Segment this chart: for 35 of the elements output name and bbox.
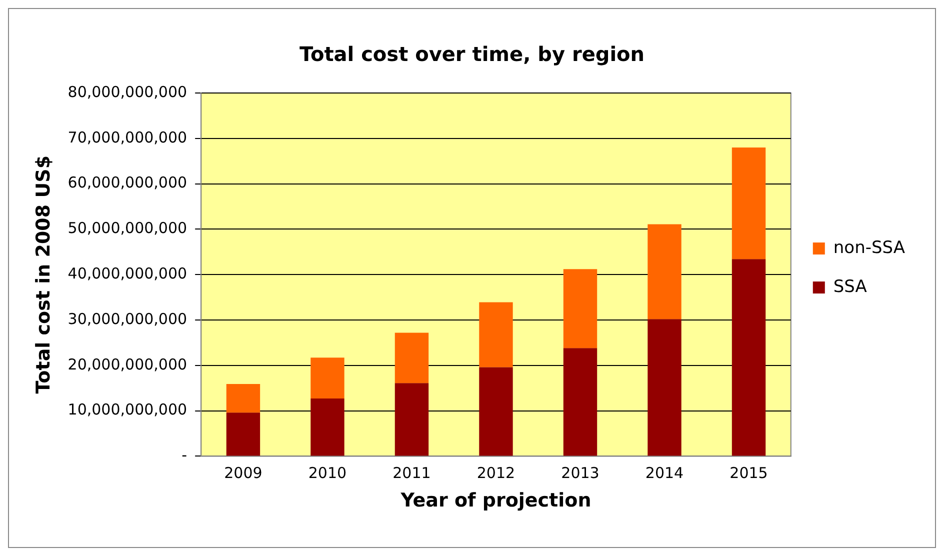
x-axis-title: Year of projection	[400, 490, 592, 512]
x-tick-label: 2011	[392, 464, 431, 482]
chart-title: Total cost over time, by region	[299, 42, 645, 66]
bar	[479, 302, 513, 368]
bar	[310, 358, 344, 399]
bar	[732, 259, 766, 456]
bar	[732, 147, 766, 260]
bar	[394, 383, 429, 456]
y-axis-title: Total cost in 2008 US$	[32, 155, 54, 394]
x-tick-label: 2012	[476, 464, 516, 482]
x-tick-label: 2013	[561, 464, 600, 482]
y-tick-label: 20,000,000,000	[68, 355, 188, 374]
y-tick-label: -	[182, 446, 188, 464]
y-tick-label: 60,000,000,000	[68, 174, 188, 192]
bar	[394, 332, 429, 384]
x-tick-label: 2015	[730, 464, 768, 482]
bar	[310, 398, 344, 456]
x-tick-label: 2009	[224, 464, 262, 482]
bar	[479, 367, 513, 456]
y-tick-label: 30,000,000,000	[68, 310, 188, 328]
legend-label: non-SSA	[833, 238, 906, 258]
bar	[648, 319, 682, 456]
y-tick-label: 40,000,000,000	[68, 264, 188, 282]
y-tick-label: 10,000,000,000	[68, 400, 188, 419]
bar	[226, 384, 260, 413]
legend-label: SSA	[833, 276, 868, 297]
bar	[563, 348, 598, 456]
x-tick-label: 2010	[308, 464, 347, 482]
y-tick-label: 50,000,000,000	[68, 219, 188, 238]
x-tick-label: 2014	[645, 464, 684, 482]
bar	[648, 224, 682, 320]
bar	[563, 269, 598, 348]
y-tick-label: 80,000,000,000	[68, 82, 188, 101]
y-tick-label: 70,000,000,000	[68, 128, 188, 146]
bar	[226, 412, 260, 456]
